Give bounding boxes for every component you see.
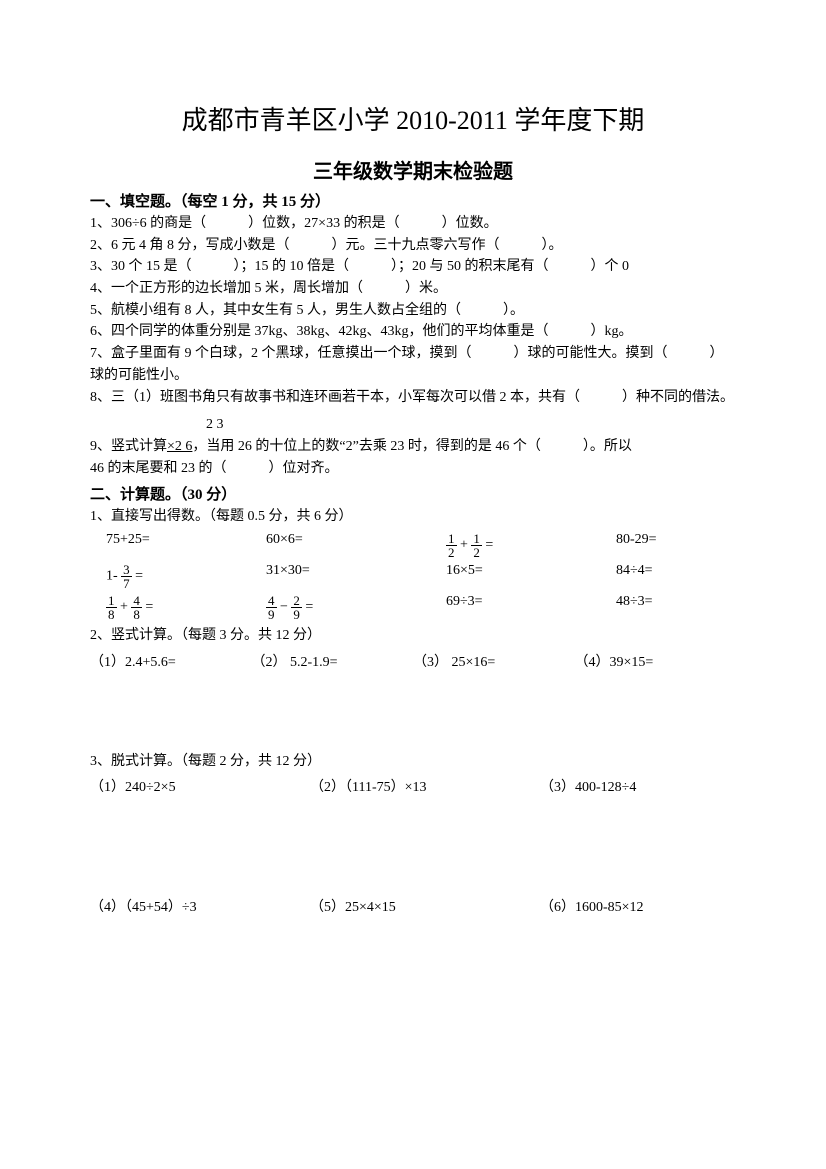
calc-r1c2: 60×6= [266,532,446,559]
q1-4: 4、一个正方形的边长增加 5 米，周长增加（ ）米。 [90,278,736,300]
q2-a: （1）2.4+5.6= [90,651,252,671]
calc-r3c1: 18 + 48 = [90,594,266,621]
q2-b: （2） 5.2-1.9= [252,651,414,671]
calc-r1c3: 12 + 12 = [446,532,616,559]
q2-d: （4）39×15= [575,651,737,671]
calc-r1c1: 75+25= [90,532,266,559]
q1-9-vmul-top: 2 3 [90,414,736,436]
equals-sign: = [145,600,153,615]
q3-row-2: （4）（45+54）÷3 （5）25×4×15 （6）1600-85×12 [90,896,736,916]
q1-9c: 46 的末尾要和 23 的（ ）位对齐。 [90,458,736,480]
frac-2-9: 29 [291,594,302,621]
equals-sign: = [485,538,493,553]
q3-1b: （2）（111-75）×13 [310,776,540,796]
plus-sign: + [120,600,131,615]
calc-row-2: 1- 37 = 31×30= 16×5= 84÷4= [90,563,736,590]
q2-row: （1）2.4+5.6= （2） 5.2-1.9= （3） 25×16= （4）3… [90,651,736,671]
s2-sub2: 2、竖式计算。（每题 3 分。共 12 分） [90,625,736,647]
title-line-2: 三年级数学期末检验题 [90,155,736,184]
plus-sign: + [460,538,471,553]
calc-r3c2: 49 − 29 = [266,594,446,621]
calc-row-3: 18 + 48 = 49 − 29 = 69÷3= 48÷3= [90,594,736,621]
frac-4-9: 49 [266,594,277,621]
q3-1c: （3）400-128÷4 [540,776,730,796]
one-minus: 1- [106,569,121,584]
frac-1-2a: 12 [446,532,457,559]
calc-r2c1: 1- 37 = [90,563,266,590]
calc-r1c4: 80-29= [616,532,736,559]
calc-r3c3: 69÷3= [446,594,616,621]
frac-4-8: 48 [131,594,142,621]
q1-1: 1、306÷6 的商是（ ）位数，27×33 的积是（ ）位数。 [90,213,736,235]
q1-9-line: 9、竖式计算×2 6，当用 26 的十位上的数“2”去乘 23 时，得到的是 4… [90,436,736,458]
exam-page: 成都市青羊区小学 2010-2011 学年度下期 三年级数学期末检验题 一、填空… [0,0,826,956]
q3-1a: （1）240÷2×5 [90,776,310,796]
frac-3-7: 37 [121,563,132,590]
s2-sub1: 1、直接写出得数。（每题 0.5 分，共 6 分） [90,506,736,528]
calc-r2c3: 16×5= [446,563,616,590]
equals-sign: = [305,600,313,615]
frac-1-8: 18 [106,594,117,621]
q3-2c: （6）1600-85×12 [540,896,730,916]
equals-sign: = [135,569,143,584]
section-2-header: 二、计算题。（30 分） [90,483,736,504]
calc-r2c2: 31×30= [266,563,446,590]
q3-2a: （4）（45+54）÷3 [90,896,310,916]
q2-c: （3） 25×16= [413,651,575,671]
q1-6: 6、四个同学的体重分别是 37kg、38kg、42kg、43kg，他们的平均体重… [90,321,736,343]
calc-r3c4: 48÷3= [616,594,736,621]
section-1-header: 一、填空题。（每空 1 分，共 15 分） [90,190,736,211]
s2-sub3: 3、脱式计算。（每题 2 分，共 12 分） [90,751,736,773]
q1-9a: 9、竖式计算 [90,439,167,454]
frac-1-2b: 12 [471,532,482,559]
q3-2b: （5）25×4×15 [310,896,540,916]
vmul-top-text: 2 3 [206,417,224,432]
q1-7: 7、盒子里面有 9 个白球，2 个黑球，任意摸出一个球，摸到（ ）球的可能性大。… [90,343,736,386]
q1-9b: ，当用 26 的十位上的数“2”去乘 23 时，得到的是 46 个（ ）。所以 [192,439,631,454]
q1-2: 2、6 元 4 角 8 分，写成小数是（ ）元。三十九点零六写作（ ）。 [90,235,736,257]
q3-row-1: （1）240÷2×5 （2）（111-75）×13 （3）400-128÷4 [90,776,736,796]
minus-sign: − [280,600,291,615]
calc-row-1: 75+25= 60×6= 12 + 12 = 80-29= [90,532,736,559]
title-line-1: 成都市青羊区小学 2010-2011 学年度下期 [90,100,736,137]
q1-8: 8、三（1）班图书角只有故事书和连环画若干本，小军每次可以借 2 本，共有（ ）… [90,387,736,409]
q1-5: 5、航模小组有 8 人，其中女生有 5 人，男生人数占全组的（ ）。 [90,300,736,322]
q1-9-vmul-bot: ×2 6 [167,439,192,454]
q1-3: 3、30 个 15 是（ ）；15 的 10 倍是（ ）；20 与 50 的积末… [90,256,736,278]
calc-r2c4: 84÷4= [616,563,736,590]
